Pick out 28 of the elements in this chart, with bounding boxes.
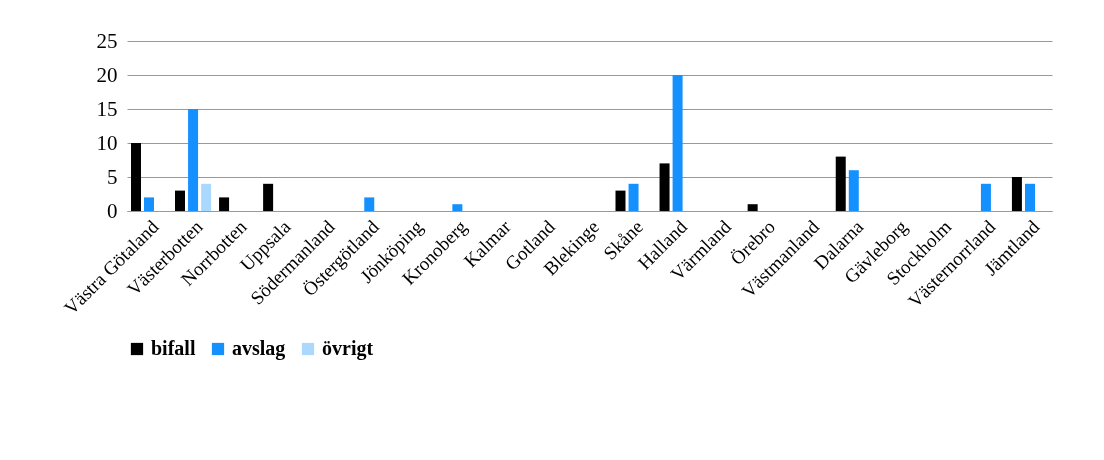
bar xyxy=(659,163,670,211)
bar xyxy=(980,183,991,211)
y-tick-label: 20 xyxy=(96,62,118,87)
bar xyxy=(188,109,199,211)
bar xyxy=(1011,177,1022,211)
y-tick-label: 15 xyxy=(96,96,118,121)
bar xyxy=(219,197,230,211)
bar xyxy=(835,156,846,211)
y-tick-label: 5 xyxy=(107,164,118,189)
bar xyxy=(628,183,639,211)
bar xyxy=(848,170,859,211)
bar xyxy=(144,197,155,211)
legend-label: övrigt xyxy=(322,337,374,360)
bar xyxy=(130,143,141,211)
bar xyxy=(201,183,212,211)
bar xyxy=(364,197,375,211)
legend-label: bifall xyxy=(151,337,196,359)
legend-label: avslag xyxy=(232,337,286,360)
bar xyxy=(1024,183,1035,211)
bar xyxy=(452,204,463,211)
bar xyxy=(672,75,683,211)
bar xyxy=(615,190,626,211)
bar xyxy=(175,190,186,211)
bar xyxy=(263,183,274,211)
bar xyxy=(747,204,758,211)
y-tick-label: 10 xyxy=(96,130,118,155)
y-tick-label: 0 xyxy=(107,198,118,223)
y-tick-label: 25 xyxy=(96,28,118,53)
